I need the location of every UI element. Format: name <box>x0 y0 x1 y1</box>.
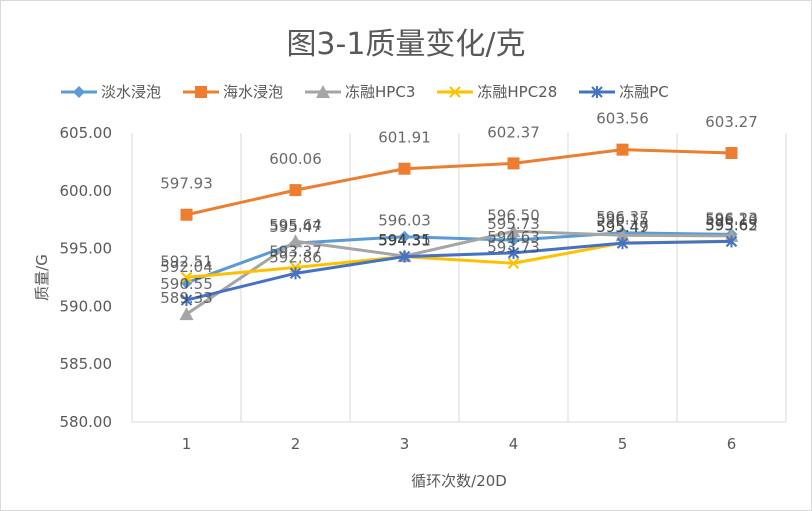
data-label: 594.31 <box>378 232 431 250</box>
data-point <box>180 271 193 284</box>
data-label: 595.49 <box>596 218 649 236</box>
data-point <box>289 184 302 197</box>
legend-label: 海水浸泡 <box>223 83 284 101</box>
x-tick-label: 2 <box>291 435 301 453</box>
data-label: 590.55 <box>160 275 213 293</box>
data-label: 592.86 <box>269 248 322 266</box>
data-label: 592.04 <box>160 258 213 276</box>
data-point <box>398 230 411 243</box>
legend-label: 冻融HPC3 <box>345 83 416 101</box>
data-label: 593.37 <box>269 242 322 260</box>
data-point <box>289 267 302 280</box>
legend-item: 冻融PC <box>579 81 669 102</box>
y-axis-title: 质量/G <box>33 254 51 301</box>
data-label: 595.65 <box>705 216 758 234</box>
data-label: 596.23 <box>705 209 758 227</box>
series-line-1 <box>186 148 732 217</box>
data-label: 596.15 <box>596 210 649 228</box>
legend-item: 海水浸泡 <box>183 81 283 102</box>
data-label: 600.06 <box>269 150 322 168</box>
data-point <box>507 157 520 170</box>
legend-swatch <box>183 85 220 98</box>
data-label: 597.93 <box>160 175 213 193</box>
data-point <box>180 294 193 307</box>
data-point <box>507 257 520 269</box>
data-label: 594.63 <box>487 228 540 246</box>
data-point <box>398 162 411 175</box>
data-label: 603.56 <box>596 110 649 128</box>
data-label: 595.47 <box>269 218 322 236</box>
data-label: 595.64 <box>269 216 322 234</box>
x-tick-label: 6 <box>727 435 737 453</box>
data-label: 594.31 <box>378 232 431 250</box>
data-label: 589.33 <box>160 289 213 307</box>
data-label: 592.51 <box>160 252 213 270</box>
legend-swatch <box>579 85 616 98</box>
data-point <box>725 146 738 159</box>
legend-swatch <box>61 85 97 98</box>
data-point <box>180 208 193 221</box>
data-label: 595.62 <box>705 216 758 234</box>
x-tick-label: 3 <box>400 435 410 453</box>
x-axis-title: 循环次数/20D <box>411 472 507 490</box>
data-point <box>507 246 520 259</box>
legend-label: 冻融HPC28 <box>477 83 558 101</box>
legend-item: 冻融HPC3 <box>305 81 415 102</box>
data-point <box>616 237 629 250</box>
chart-title-text: 图3-1质量变化/克 <box>286 27 526 62</box>
data-point <box>398 250 411 263</box>
y-tick-label: 605.00 <box>60 124 113 142</box>
legend-label: 冻融PC <box>619 83 669 101</box>
legend-item: 淡水浸泡 <box>61 81 161 102</box>
data-point <box>616 143 629 156</box>
data-label: 596.10 <box>705 211 758 229</box>
data-label: 595.47 <box>596 218 649 236</box>
x-tick-label: 5 <box>618 435 628 453</box>
legend-label: 淡水浸泡 <box>101 83 162 101</box>
y-tick-label: 595.00 <box>60 240 113 258</box>
y-tick-label: 585.00 <box>60 355 113 373</box>
series-line-4 <box>186 239 732 302</box>
data-label: 596.37 <box>596 208 649 226</box>
data-label: 595.73 <box>487 215 540 233</box>
x-tick-label: 4 <box>509 435 519 453</box>
y-tick-label: 590.00 <box>60 297 113 315</box>
x-tick-label: 1 <box>182 435 192 453</box>
data-label: 594.35 <box>378 231 431 249</box>
data-point <box>288 234 303 248</box>
chart-title: 图3-1质量变化/克 <box>1 19 811 63</box>
data-label: 596.50 <box>487 206 540 224</box>
legend-swatch <box>305 84 342 98</box>
data-label: 602.37 <box>487 123 540 141</box>
y-tick-label: 600.00 <box>60 182 113 200</box>
legend: 淡水浸泡 海水浸泡 冻融HPC3 冻融HPC28 冻融PC <box>61 81 691 102</box>
series-line-0 <box>185 231 732 285</box>
data-label: 593.73 <box>487 238 540 256</box>
data-label: 603.27 <box>705 113 758 131</box>
legend-swatch <box>437 85 474 98</box>
series-line-2 <box>185 229 732 316</box>
data-point <box>506 224 521 238</box>
legend-item: 冻融HPC28 <box>437 81 557 102</box>
data-point <box>179 307 194 321</box>
data-label: 596.03 <box>378 212 431 230</box>
y-tick-label: 580.00 <box>60 413 113 431</box>
data-label: 601.91 <box>378 129 431 147</box>
data-point <box>725 235 738 248</box>
